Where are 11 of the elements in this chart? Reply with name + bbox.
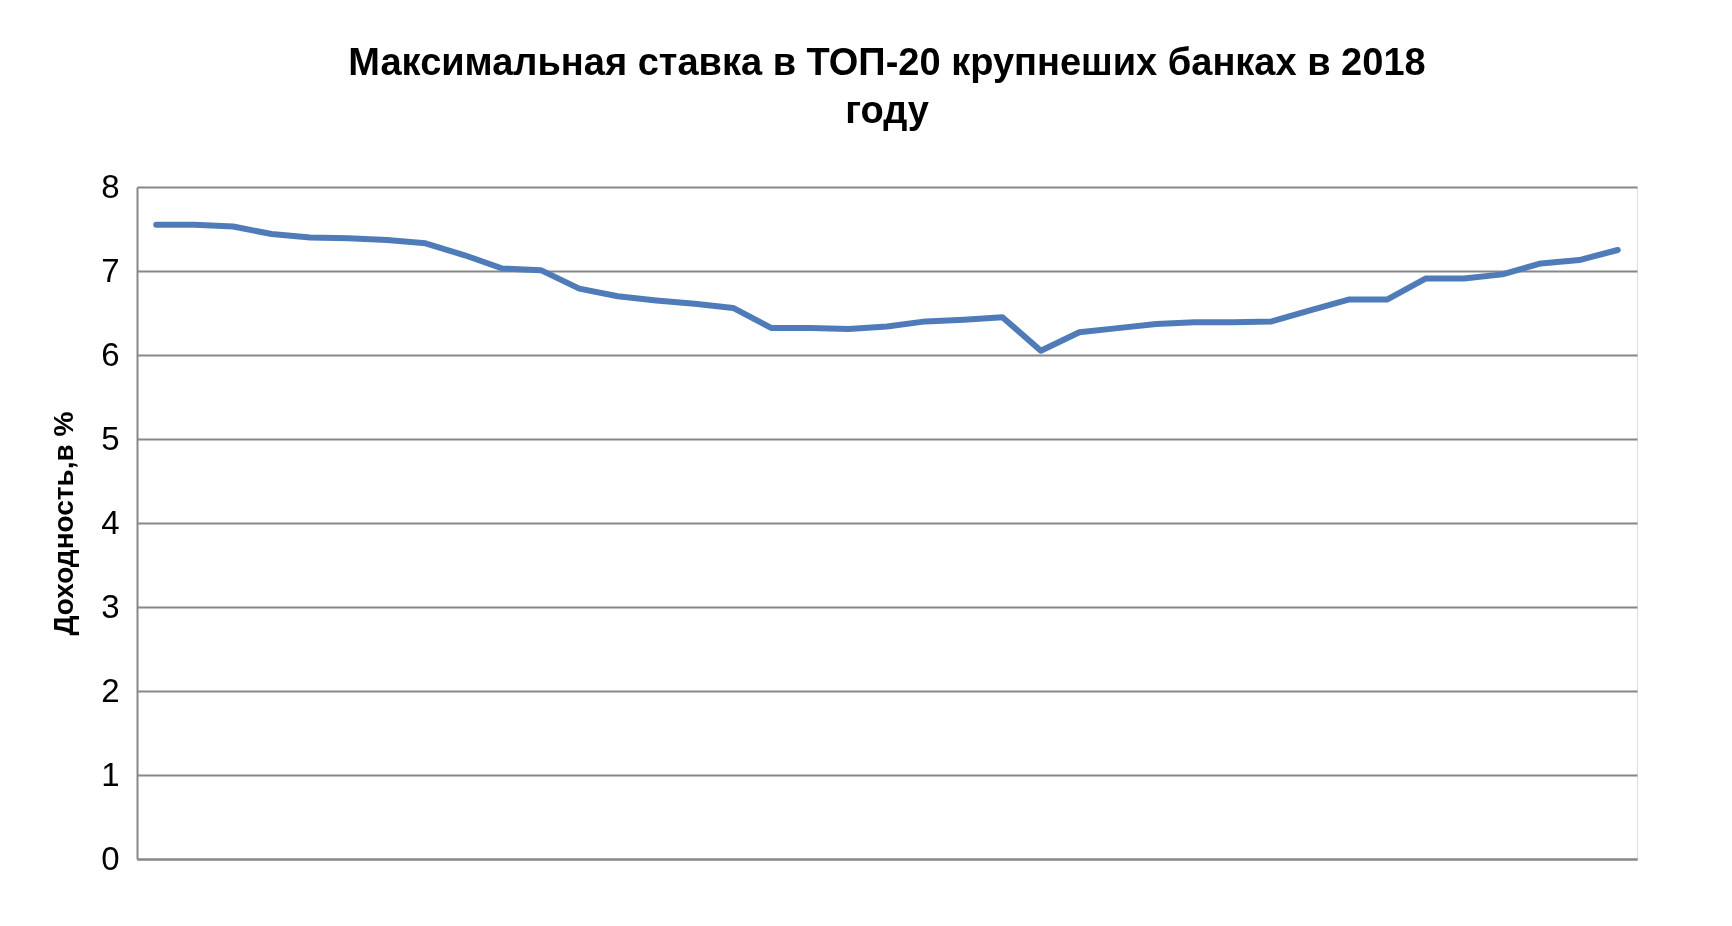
- y-tick-label: 8: [101, 167, 120, 205]
- y-axis-title: Доходность,в %: [48, 411, 80, 636]
- y-tick-label: 2: [101, 671, 120, 709]
- y-tick-label: 4: [101, 503, 120, 541]
- y-tick-label: 1: [101, 755, 120, 793]
- chart-title: Максимальная ставка в ТОП-20 крупнеших банках в 2018 году: [348, 41, 1426, 131]
- y-tick-label: 5: [101, 419, 120, 457]
- y-tick-label: 0: [101, 839, 120, 877]
- y-tick-label: 7: [101, 251, 120, 289]
- y-tick-label: 3: [101, 587, 120, 625]
- y-tick-label: 6: [101, 335, 120, 373]
